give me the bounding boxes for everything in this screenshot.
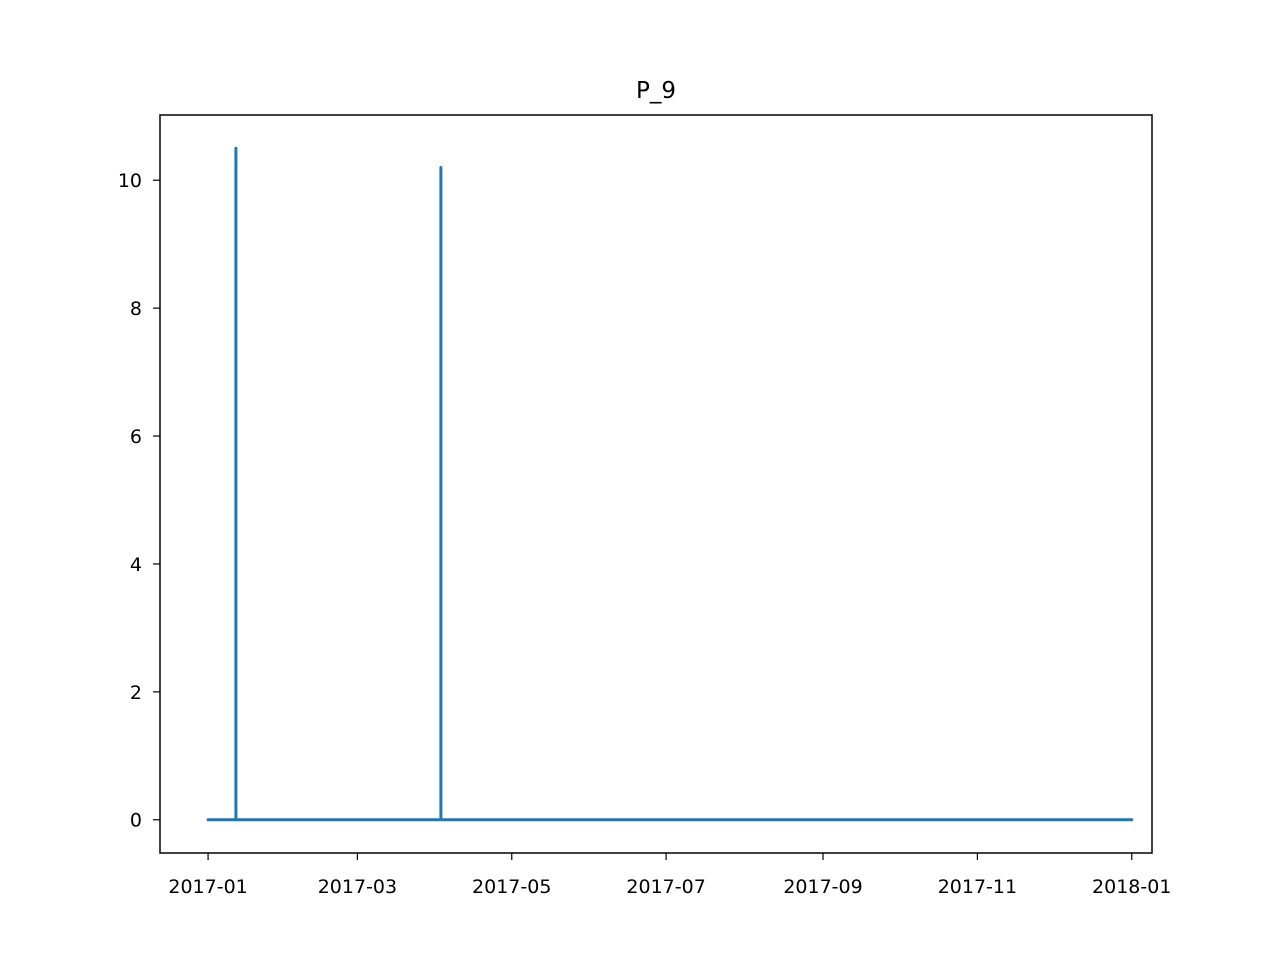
y-tick-label: 10 [118,170,142,192]
x-tick-label: 2017-09 [783,876,862,898]
y-tick-label: 0 [130,810,142,832]
y-tick-label: 6 [130,426,142,448]
x-tick-label: 2017-11 [938,876,1017,898]
x-tick-label: 2017-03 [318,876,397,898]
y-tick-label: 2 [130,682,142,704]
x-tick-label: 2017-01 [168,876,247,898]
x-axis-ticks: 2017-01 2017-03 2017-05 2017-07 2017-09 2017-… [168,853,1171,898]
series-line-0 [206,146,1134,822]
x-tick-label: 2018-01 [1092,876,1171,898]
plot-frame [159,114,1153,854]
series-layer [206,146,1134,822]
x-tick-label: 2017-07 [626,876,705,898]
chart-title: P_9 [636,78,676,104]
y-tick-label: 8 [130,298,142,320]
y-axis-ticks: 0 2 4 6 8 10 [118,170,160,832]
y-tick-label: 4 [130,554,142,576]
x-tick-label: 2017-05 [472,876,551,898]
